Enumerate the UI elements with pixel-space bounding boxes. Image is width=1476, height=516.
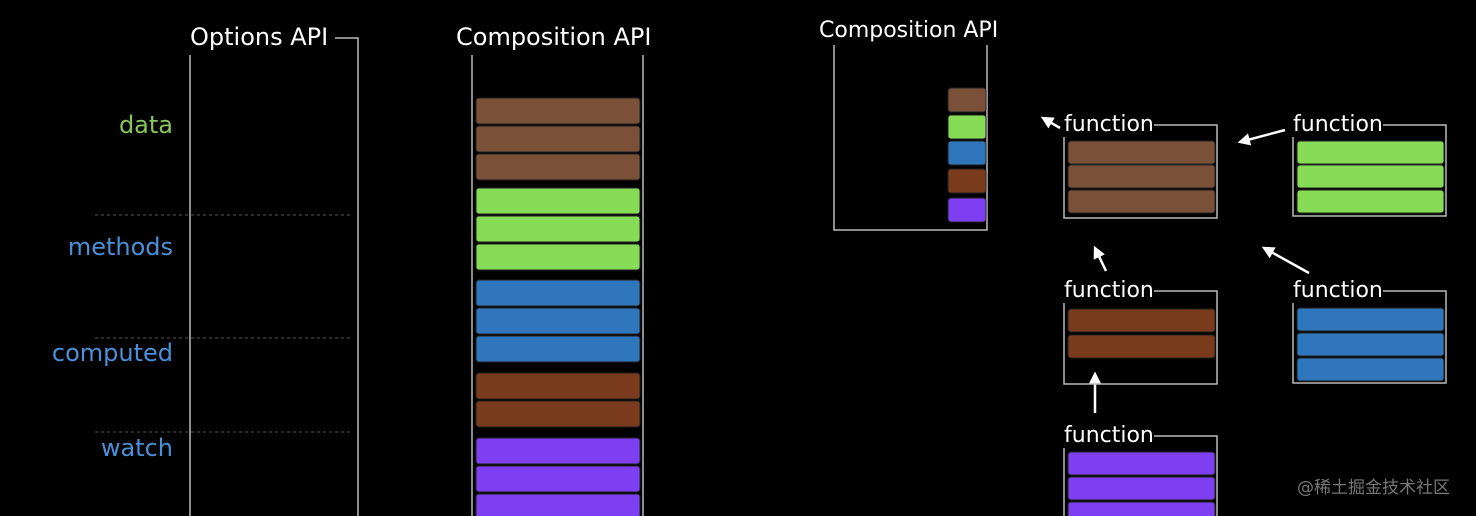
block (475, 465, 641, 493)
block (1296, 164, 1445, 189)
block (1296, 332, 1445, 357)
option-label: data (119, 111, 173, 139)
function-label: function (1064, 423, 1154, 448)
block (475, 125, 641, 153)
option-label: computed (52, 339, 173, 367)
panel-title: Composition API (456, 23, 651, 51)
block (475, 493, 641, 516)
frame (471, 55, 644, 516)
frame (1063, 290, 1218, 385)
block (475, 243, 641, 271)
watermark: @稀土掘金技术社区 (1297, 478, 1450, 498)
block (1067, 140, 1216, 165)
block (1296, 140, 1445, 165)
function-label: function (1064, 112, 1154, 137)
arrow (1237, 128, 1286, 146)
block (1067, 334, 1216, 359)
block (947, 197, 987, 223)
option-label: methods (68, 233, 173, 261)
block (475, 335, 641, 363)
block (475, 153, 641, 181)
block (947, 140, 987, 166)
arrow (1040, 116, 1061, 130)
block (475, 187, 641, 215)
block (1067, 501, 1216, 516)
block (475, 372, 641, 400)
block (947, 168, 987, 194)
block (475, 215, 641, 243)
panel-title: Composition API (819, 18, 998, 43)
block (475, 279, 641, 307)
function-label: function (1064, 278, 1154, 303)
block (475, 97, 641, 125)
frame (1063, 124, 1218, 219)
block (1067, 451, 1216, 476)
frame (189, 37, 359, 516)
frame (1292, 290, 1447, 384)
block (947, 114, 987, 140)
function-label: function (1293, 112, 1383, 137)
block (1296, 357, 1445, 382)
panel-title: Options API (190, 23, 328, 51)
block (1067, 164, 1216, 189)
block (475, 400, 641, 428)
block (947, 87, 987, 113)
block (1067, 308, 1216, 333)
block (1067, 476, 1216, 501)
block (1296, 307, 1445, 332)
block (475, 307, 641, 335)
block (1067, 189, 1216, 214)
block (475, 437, 641, 465)
arrow (1261, 246, 1310, 275)
frame (1063, 435, 1218, 516)
function-label: function (1293, 278, 1383, 303)
frame (833, 45, 988, 231)
block (1296, 189, 1445, 214)
option-label: watch (101, 434, 173, 462)
arrow (1093, 245, 1108, 272)
frame (1292, 124, 1447, 217)
